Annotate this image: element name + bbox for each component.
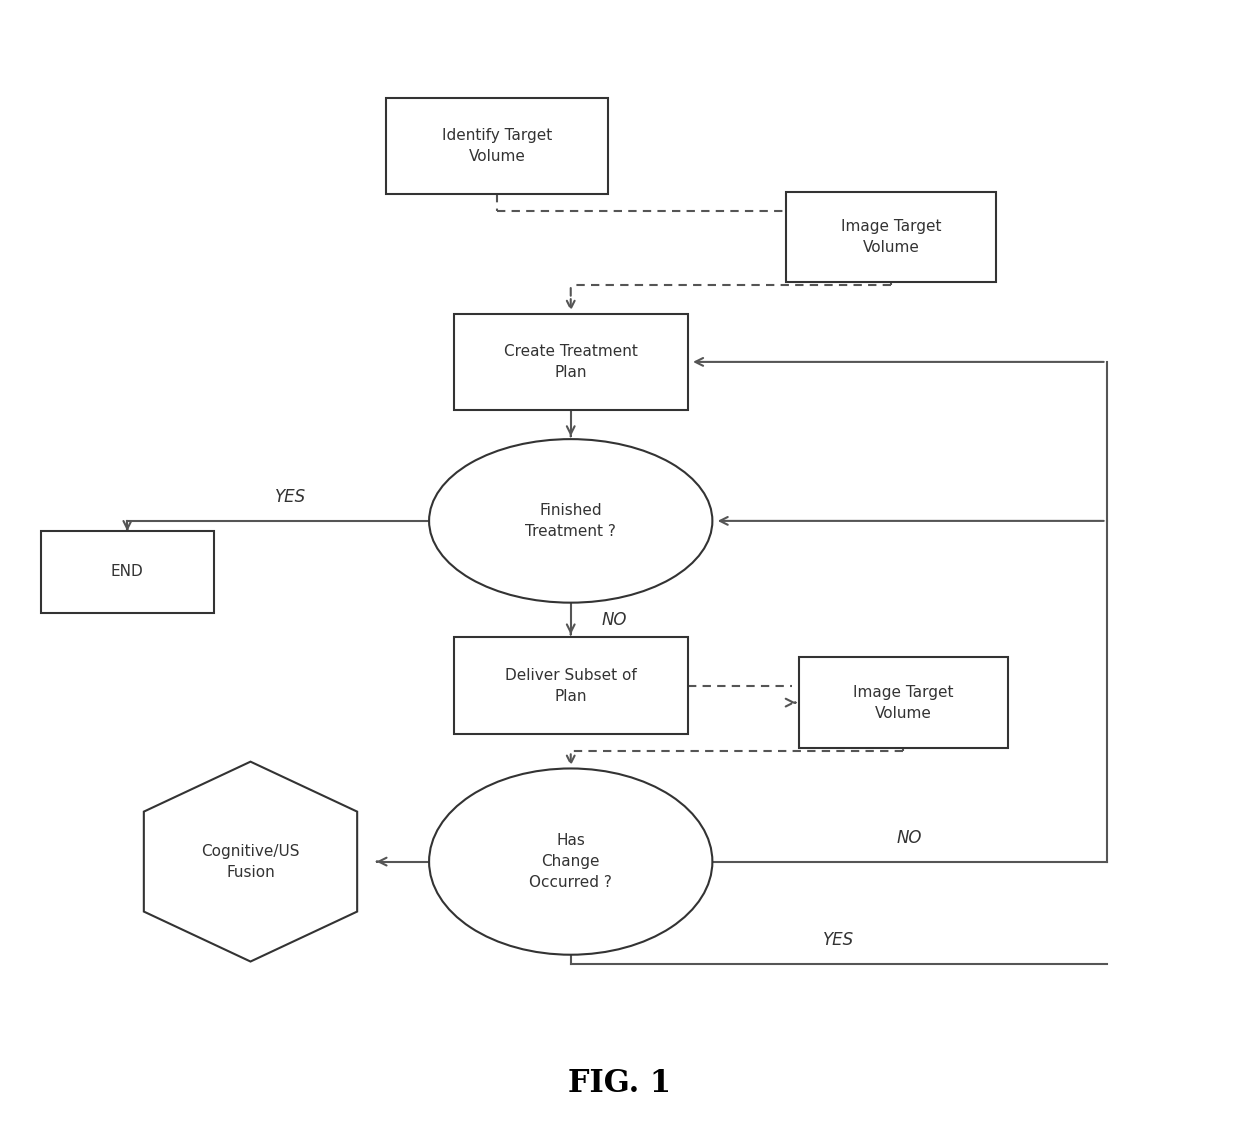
FancyBboxPatch shape xyxy=(454,637,688,733)
Text: Identify Target
Volume: Identify Target Volume xyxy=(441,128,552,164)
Text: Create Treatment
Plan: Create Treatment Plan xyxy=(503,344,637,380)
Text: YES: YES xyxy=(275,488,306,506)
Text: Image Target
Volume: Image Target Volume xyxy=(853,684,954,721)
Text: NO: NO xyxy=(897,829,923,847)
Text: Finished
Treatment ?: Finished Treatment ? xyxy=(526,503,616,539)
Ellipse shape xyxy=(429,769,712,955)
Text: Image Target
Volume: Image Target Volume xyxy=(841,219,941,255)
Text: Has
Change
Occurred ?: Has Change Occurred ? xyxy=(529,833,613,890)
Text: FIG. 1: FIG. 1 xyxy=(568,1067,672,1098)
FancyBboxPatch shape xyxy=(454,313,688,411)
Text: END: END xyxy=(110,564,144,580)
Text: Cognitive/US
Fusion: Cognitive/US Fusion xyxy=(201,843,300,880)
FancyBboxPatch shape xyxy=(786,191,996,283)
FancyBboxPatch shape xyxy=(386,98,608,194)
FancyBboxPatch shape xyxy=(41,531,213,613)
Text: Deliver Subset of
Plan: Deliver Subset of Plan xyxy=(505,668,636,704)
Text: YES: YES xyxy=(823,931,854,950)
Ellipse shape xyxy=(429,439,712,603)
Text: NO: NO xyxy=(601,611,627,629)
FancyBboxPatch shape xyxy=(799,657,1008,748)
Polygon shape xyxy=(144,762,357,962)
